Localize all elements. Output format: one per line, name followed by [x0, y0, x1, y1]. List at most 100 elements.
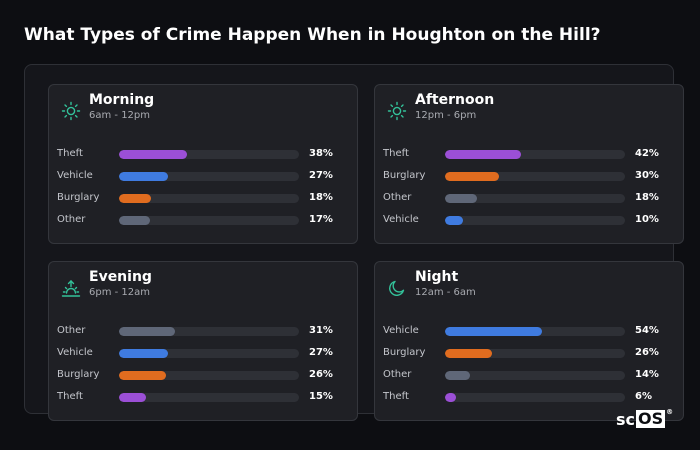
panel-title: Evening	[89, 269, 152, 285]
bar-row: Burglary 18%	[57, 191, 351, 205]
value-label: 15%	[309, 391, 333, 402]
bar-theft	[119, 393, 146, 402]
bar-burglary	[445, 172, 499, 181]
bar-vehicle	[119, 172, 168, 181]
category-label: Vehicle	[383, 325, 419, 336]
value-label: 18%	[309, 192, 333, 203]
bar-track	[119, 349, 299, 358]
category-label: Burglary	[57, 369, 100, 380]
bar-row: Burglary 30%	[383, 169, 677, 183]
bar-track	[119, 216, 299, 225]
value-label: 27%	[309, 170, 333, 181]
panel-title: Morning	[89, 92, 155, 108]
sun-icon	[387, 101, 407, 121]
category-label: Vehicle	[383, 214, 419, 225]
category-label: Theft	[57, 391, 83, 402]
value-label: 10%	[635, 214, 659, 225]
bar-row: Other 14%	[383, 368, 677, 382]
moon-icon	[387, 278, 407, 298]
value-label: 54%	[635, 325, 659, 336]
category-label: Vehicle	[57, 170, 93, 181]
bar-theft	[445, 150, 521, 159]
bar-vehicle	[445, 327, 543, 336]
bar-track	[445, 327, 625, 336]
bar-row: Theft 6%	[383, 390, 677, 404]
scos-logo: sc OS ®	[616, 408, 673, 430]
value-label: 18%	[635, 192, 659, 203]
category-label: Theft	[383, 391, 409, 402]
bar-other	[445, 194, 478, 203]
bar-row: Other 31%	[57, 324, 351, 338]
panel-morning: Morning 6am - 12pm Theft 38% Vehicle 27% Burgl…	[48, 84, 358, 244]
bar-burglary	[119, 194, 152, 203]
bar-burglary	[119, 371, 166, 380]
bar-burglary	[445, 349, 492, 358]
category-label: Other	[57, 214, 86, 225]
sun-icon	[61, 101, 81, 121]
bar-track	[445, 349, 625, 358]
bar-track	[119, 327, 299, 336]
panel-subtitle: 12am - 6am	[415, 287, 476, 298]
category-label: Burglary	[383, 347, 426, 358]
value-label: 31%	[309, 325, 333, 336]
bar-track	[119, 172, 299, 181]
bar-track	[445, 393, 625, 402]
bar-row: Other 18%	[383, 191, 677, 205]
chart-title: What Types of Crime Happen When in Hough…	[24, 25, 601, 45]
value-label: 26%	[309, 369, 333, 380]
bar-row: Vehicle 54%	[383, 324, 677, 338]
value-label: 6%	[635, 391, 652, 402]
bar-track	[445, 216, 625, 225]
category-label: Other	[57, 325, 86, 336]
panel-title: Night	[415, 269, 459, 285]
bar-theft	[119, 150, 188, 159]
category-label: Vehicle	[57, 347, 93, 358]
value-label: 14%	[635, 369, 659, 380]
category-label: Theft	[383, 148, 409, 159]
panel-night: Night 12am - 6am Vehicle 54% Burglary 26% Othe…	[374, 261, 684, 421]
bar-track	[445, 172, 625, 181]
panel-subtitle: 6pm - 12am	[89, 287, 151, 298]
category-label: Other	[383, 192, 412, 203]
logo-box-text: OS	[636, 409, 666, 428]
panel-afternoon: Afternoon 12pm - 6pm Theft 42% Burglary 30% Ot…	[374, 84, 684, 244]
value-label: 26%	[635, 347, 659, 358]
panel-subtitle: 6am - 12pm	[89, 110, 151, 121]
bar-track	[119, 150, 299, 159]
bar-row: Burglary 26%	[383, 346, 677, 360]
value-label: 27%	[309, 347, 333, 358]
bar-theft	[445, 393, 456, 402]
value-label: 30%	[635, 170, 659, 181]
logo-registered-mark: ®	[666, 408, 674, 416]
logo-text: sc	[616, 409, 636, 429]
value-label: 17%	[309, 214, 333, 225]
bar-track	[119, 371, 299, 380]
category-label: Burglary	[383, 170, 426, 181]
bar-row: Theft 15%	[57, 390, 351, 404]
bar-track	[445, 371, 625, 380]
bar-other	[119, 327, 175, 336]
bar-row: Theft 38%	[57, 147, 351, 161]
bar-other	[119, 216, 150, 225]
panel-evening: Evening 6pm - 12am Other 31% Vehicle 27% Burgl…	[48, 261, 358, 421]
bar-row: Vehicle 10%	[383, 213, 677, 227]
bar-track	[445, 194, 625, 203]
bar-track	[119, 393, 299, 402]
bar-row: Burglary 26%	[57, 368, 351, 382]
panel-title: Afternoon	[415, 92, 495, 108]
value-label: 38%	[309, 148, 333, 159]
category-label: Other	[383, 369, 412, 380]
bar-other	[445, 371, 471, 380]
bar-row: Vehicle 27%	[57, 346, 351, 360]
value-label: 42%	[635, 148, 659, 159]
bar-track	[119, 194, 299, 203]
bar-vehicle	[445, 216, 463, 225]
bar-row: Vehicle 27%	[57, 169, 351, 183]
sunset-icon	[61, 278, 81, 298]
category-label: Theft	[57, 148, 83, 159]
bar-track	[445, 150, 625, 159]
panel-subtitle: 12pm - 6pm	[415, 110, 477, 121]
bar-row: Other 17%	[57, 213, 351, 227]
category-label: Burglary	[57, 192, 100, 203]
bar-vehicle	[119, 349, 168, 358]
